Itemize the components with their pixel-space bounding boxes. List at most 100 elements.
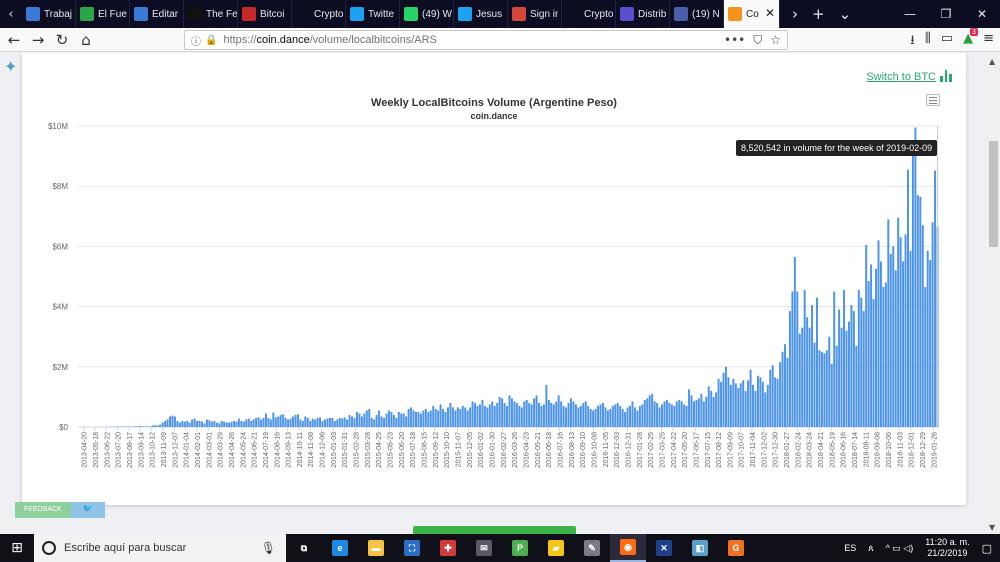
chart-bar[interactable] (395, 417, 398, 427)
extension-icon[interactable]: ▲ 3 (963, 28, 979, 53)
chart-bar[interactable] (749, 369, 752, 427)
chart-bar[interactable] (892, 246, 895, 427)
chart-bar[interactable] (380, 416, 383, 427)
chart-bar[interactable] (178, 422, 181, 427)
chart-bar[interactable] (560, 401, 563, 427)
chart-bar[interactable] (823, 353, 826, 427)
address-bar[interactable]: ⓘ 🔒 https://coin.dance/volume/localbitco… (184, 30, 788, 50)
chart-bar[interactable] (137, 426, 140, 427)
chart-bar[interactable] (437, 410, 440, 427)
browser-tab[interactable]: El Fue (76, 0, 130, 28)
chart-bar[interactable] (604, 407, 607, 427)
back-icon[interactable]: ← (7, 30, 21, 49)
chart-bar[interactable] (707, 386, 710, 427)
sidebar-bulb-icon[interactable]: ✦ (4, 57, 18, 76)
chart-bar[interactable] (134, 426, 137, 427)
feedback-button[interactable]: FEEDBACK (15, 502, 71, 518)
chart-bar[interactable] (670, 404, 673, 427)
chart-bar[interactable] (781, 351, 784, 427)
chart-bar[interactable] (520, 407, 523, 427)
browser-tab[interactable]: (19) N (670, 0, 724, 28)
chart-bar[interactable] (242, 421, 245, 427)
chart-bar[interactable] (294, 414, 297, 427)
chart-bar[interactable] (614, 404, 617, 427)
chart-bar[interactable] (712, 396, 715, 427)
chart-bar[interactable] (690, 395, 693, 427)
chart-bar[interactable] (321, 420, 324, 427)
chart-bar[interactable] (171, 415, 174, 427)
chart-bar[interactable] (181, 420, 184, 427)
chart-bar[interactable] (183, 421, 186, 427)
chart-bar[interactable] (201, 421, 203, 427)
chart-bar[interactable] (579, 405, 582, 427)
chart-bar[interactable] (348, 414, 351, 427)
chart-bar[interactable] (902, 261, 905, 427)
chart-bar[interactable] (727, 377, 730, 427)
chart-bar[interactable] (205, 419, 208, 427)
chart-bar[interactable] (550, 402, 553, 427)
chart-bar[interactable] (705, 396, 708, 427)
chart-bar[interactable] (523, 401, 526, 427)
chart-bar[interactable] (141, 426, 144, 427)
chart-bar[interactable] (675, 401, 678, 427)
chart-bar[interactable] (909, 250, 912, 427)
home-icon[interactable]: ⌂ (81, 30, 91, 49)
chart-bar[interactable] (491, 401, 494, 427)
chart-bar[interactable] (597, 405, 600, 427)
chart-bar[interactable] (203, 423, 206, 427)
chart-bar[interactable] (264, 413, 267, 427)
chart-bar[interactable] (193, 418, 196, 427)
chart-bar[interactable] (678, 399, 681, 427)
chart-bar[interactable] (850, 305, 853, 427)
chart-bar[interactable] (793, 256, 796, 427)
chart-bar[interactable] (215, 422, 218, 427)
chart-bar[interactable] (865, 244, 868, 427)
chart-bar[interactable] (629, 405, 632, 427)
chart-bar[interactable] (791, 291, 794, 427)
chart-bar[interactable] (685, 405, 688, 427)
chart-bar[interactable] (567, 402, 570, 427)
new-tab-icon[interactable]: + (812, 5, 825, 23)
chart-bar[interactable] (533, 398, 536, 427)
browser-tab[interactable]: Crypto (292, 0, 346, 28)
chart-bar[interactable] (611, 405, 614, 427)
library-icon[interactable]: ⫼ (924, 31, 931, 46)
chart-bar[interactable] (412, 410, 415, 427)
firefox-icon[interactable]: ◉ (610, 534, 646, 562)
chart-bar[interactable] (887, 219, 890, 427)
chart-bar[interactable] (557, 395, 560, 427)
chart-bar[interactable] (360, 416, 363, 427)
chart-bar[interactable] (387, 410, 390, 427)
chart-bar[interactable] (353, 417, 356, 427)
chart-bar[interactable] (860, 297, 863, 427)
chart-bar[interactable] (535, 395, 538, 427)
info-icon[interactable]: ⓘ (191, 36, 201, 48)
chart-bar[interactable] (240, 420, 243, 427)
file-explorer-icon[interactable]: ▬ (358, 534, 394, 562)
pocket-icon[interactable]: ⛉ (753, 32, 763, 47)
chart-bar[interactable] (191, 419, 194, 427)
chart-bar[interactable] (756, 375, 759, 427)
chart-bar[interactable] (232, 420, 235, 427)
chart-bar[interactable] (919, 196, 922, 427)
chart-bar[interactable] (316, 417, 319, 427)
chart-bar[interactable] (764, 392, 767, 427)
chart-bar[interactable] (471, 401, 474, 427)
chart-bar[interactable] (594, 408, 597, 427)
chart-bar[interactable] (589, 408, 592, 427)
chart-bar[interactable] (277, 416, 280, 427)
chart-bar[interactable] (434, 408, 437, 427)
chart-bar[interactable] (867, 281, 870, 427)
chart-bar[interactable] (619, 405, 622, 427)
chart-bar[interactable] (355, 411, 358, 427)
chart-bar[interactable] (397, 411, 400, 427)
edge-icon[interactable]: e (322, 534, 358, 562)
chart-bar[interactable] (483, 405, 486, 427)
chart-bar[interactable] (695, 399, 698, 427)
chart-bar[interactable] (870, 264, 873, 427)
chart-bar[interactable] (845, 330, 848, 427)
chart-bar[interactable] (272, 412, 275, 427)
chart-bar[interactable] (385, 413, 388, 427)
chart-bar[interactable] (365, 410, 368, 427)
chart-bar[interactable] (274, 417, 277, 427)
